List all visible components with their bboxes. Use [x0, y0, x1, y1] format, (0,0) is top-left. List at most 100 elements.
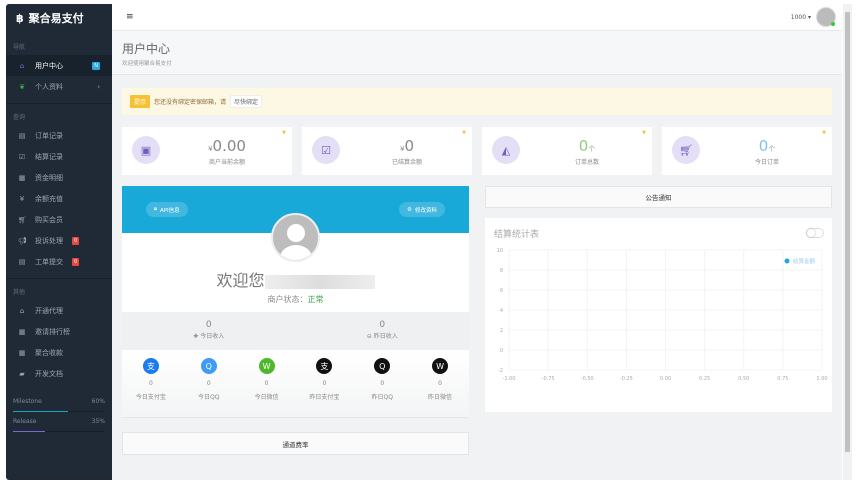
wechat-icon: W	[258, 358, 275, 374]
stat-label: 已结算余额	[391, 159, 422, 166]
caret-icon: ▼	[822, 130, 826, 136]
sidebar-item[interactable]: ▰ 开发文档	[19, 369, 63, 378]
y-tick-label: 2	[500, 328, 503, 334]
money-icon: ▣	[132, 136, 160, 164]
payment-stat: 支 0 今日支付宝	[122, 350, 180, 417]
scrollbar[interactable]	[843, 4, 852, 480]
lock-icon: 🔒︎	[154, 206, 157, 212]
bind-email-link[interactable]: 尽快绑定	[230, 95, 263, 108]
x-tick-label: -0.75	[542, 376, 555, 382]
progress-milestone: Milestone 60%	[6, 392, 112, 412]
shop-icon: ⌂	[19, 306, 25, 315]
sidebar-item[interactable]: ☑ 结算记录	[18, 152, 63, 161]
sidebar-item[interactable]: ¥ 余额充值	[19, 194, 63, 203]
table-icon: ▦	[18, 173, 26, 182]
check-square-icon: ☑	[18, 152, 26, 161]
y-tick-label: 4	[500, 308, 503, 314]
page-title: 用户中心	[122, 42, 171, 56]
channel-rate-button[interactable]: 通道费率	[122, 432, 469, 455]
alert-bind-email: 提示 您还没有绑定密保邮箱，请 尽快绑定	[122, 88, 832, 115]
stat-card: ▣ ¥0.00 商户当前余额 ▼	[122, 127, 292, 175]
stat-value: 0	[578, 137, 589, 155]
stat-value: 0	[404, 137, 414, 155]
page-header: 用户中心 欢迎使用聚合易支付	[112, 31, 842, 75]
x-tick-label: -1.00	[503, 376, 516, 382]
x-tick-label: 0.75	[777, 376, 788, 382]
menu-icon[interactable]: ≡	[126, 12, 134, 22]
grid-icon: ▦	[18, 348, 26, 357]
count-badge: 0	[72, 236, 80, 245]
sidebar-item[interactable]: ▤ 订单记录	[18, 131, 63, 140]
status-label: 商户状态：	[267, 295, 308, 304]
list-icon: ▤	[18, 131, 26, 140]
sidebar-item-profile[interactable]: ❦ 个人资料 ›	[19, 82, 100, 91]
y-tick-label: -2	[498, 368, 503, 374]
sidebar-item[interactable]: 📢︎ 投诉处理 0	[18, 236, 80, 245]
blurred-username	[264, 274, 375, 289]
user-card: 🔒︎ API信息 ⚙ 修改资料 欢迎您 商户状态：正常 0 ✚ 今日收入 0 ⊖ 昨日收…	[122, 186, 469, 418]
x-tick-label: -0.50	[581, 376, 594, 382]
payment-stat: Q 0 昨日QQ	[353, 350, 411, 417]
online-dot	[831, 22, 835, 26]
welcome-text: 欢迎您	[216, 271, 265, 290]
grid-icon: ▦	[18, 327, 26, 336]
alert-tag: 提示	[130, 95, 151, 108]
cart-plus-icon: 🛒︎	[672, 136, 700, 164]
section-label: 其他	[13, 289, 26, 296]
sidebar-item[interactable]: ▤ 工单提交 0	[18, 257, 80, 266]
today-income: 0 ✚ 今日收入	[193, 320, 225, 340]
qq-icon: Q	[374, 358, 391, 374]
chart-toggle[interactable]	[806, 228, 824, 238]
sidebar-item[interactable]: ▦ 邀请排行榜	[18, 327, 70, 336]
bitcoin-icon: ฿	[16, 11, 24, 25]
list-icon: ▤	[18, 257, 26, 266]
y-tick-label: 0	[500, 348, 503, 354]
caret-icon: ▼	[282, 130, 286, 136]
y-tick-label: 8	[500, 268, 503, 274]
sidebar-item[interactable]: ▦ 聚合收款	[18, 348, 63, 357]
payment-stat: 支 0 昨日支付宝	[295, 350, 353, 417]
check-square-icon: ☑	[312, 136, 340, 164]
api-info-button[interactable]: 🔒︎ API信息	[146, 202, 188, 217]
brand[interactable]: ฿聚合易支付	[16, 11, 84, 26]
section-label: 查询	[13, 114, 26, 121]
avatar[interactable]	[816, 7, 836, 27]
settlement-chart: 结算统计表 10 8 6 4 2 0 -2 -1.00 -0.75 -0.50 -0.25 0.00 0…	[485, 218, 832, 412]
x-tick-label: 0.00	[660, 376, 671, 382]
chart-title: 结算统计表	[494, 230, 540, 240]
announcement-button[interactable]: 公告通知	[485, 186, 832, 208]
sidebar: ฿聚合易支付 导航 ⌂ 用户中心 N ❦ 个人资料 › 查询 ▤ 订单记录 ☑ 结算记录 ▦ 资金…	[6, 4, 112, 480]
home-icon: ⌂	[19, 61, 25, 70]
stat-label: 订单总数	[574, 159, 599, 166]
area-chart-icon: ◭	[492, 136, 520, 164]
stat-value: 0.00	[212, 137, 246, 155]
sidebar-item-user-center[interactable]: ⌂ 用户中心 N	[6, 55, 112, 76]
alert-text: 您还没有绑定密保邮箱，请	[154, 99, 227, 106]
count-badge: 0	[72, 257, 80, 266]
qq-icon: Q	[200, 358, 217, 374]
yen-icon: ¥	[19, 194, 25, 203]
caret-icon: ▼	[462, 130, 466, 136]
book-icon: ▰	[19, 369, 25, 378]
cart-icon: 🛒︎	[18, 215, 27, 224]
sidebar-item[interactable]: ⌂ 开通代理	[19, 306, 63, 315]
gear-icon: ⚙	[407, 206, 412, 213]
leaf-icon: ❦	[19, 82, 25, 91]
main-content: 用户中心 欢迎使用聚合易支付 提示 您还没有绑定密保邮箱，请 尽快绑定 ▣ ¥0.…	[112, 31, 842, 480]
legend-label: 结算金额	[793, 257, 816, 265]
progress-release: Release 35%	[6, 412, 112, 432]
alipay-icon: 支	[316, 358, 333, 374]
sidebar-item[interactable]: ▦ 资金明细	[18, 173, 63, 182]
user-avatar	[271, 213, 320, 262]
balance-dropdown[interactable]: 1000 ▾	[790, 13, 811, 21]
stat-card: 🛒︎ 0个 今日订单 ▼	[662, 127, 832, 175]
wechat-icon: W	[432, 358, 449, 374]
x-tick-label: 1.00	[816, 376, 827, 382]
page-subtitle: 欢迎使用聚合易支付	[122, 61, 172, 67]
x-tick-label: -0.25	[620, 376, 633, 382]
new-badge: N	[92, 61, 100, 70]
edit-profile-button[interactable]: ⚙ 修改资料	[399, 202, 445, 217]
payment-stat: W 0 昨日微信	[411, 350, 469, 417]
sidebar-item[interactable]: 🛒︎ 购买会员	[18, 215, 63, 224]
stat-value: 0	[758, 137, 769, 155]
